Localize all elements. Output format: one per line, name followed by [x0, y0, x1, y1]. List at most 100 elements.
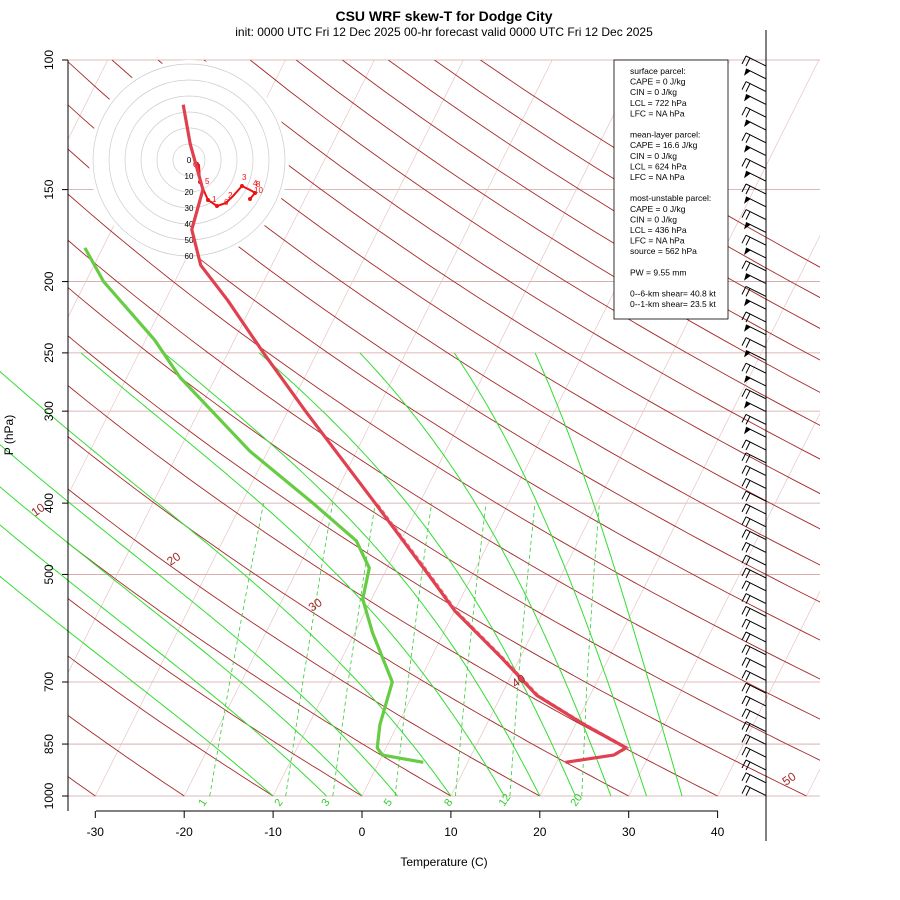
wind-barb-feather — [741, 708, 747, 718]
isotherm-line — [450, 60, 820, 797]
chart-title: CSU WRF skew-T for Dodge City — [335, 8, 552, 24]
wind-barb-feather — [741, 234, 747, 244]
wind-barb-feather — [745, 313, 751, 323]
hodograph-point — [240, 184, 244, 188]
wind-barb — [745, 695, 767, 707]
wind-barb-feather — [741, 286, 747, 295]
wind-barb-feather — [741, 593, 747, 602]
mixing-ratio-labels: 1 2 3 5 8 12 20 — [196, 792, 585, 809]
temperature-tick-label: -10 — [264, 825, 282, 839]
parcel-info-line: mean-layer parcel: — [630, 130, 700, 140]
isotherm-line — [539, 234, 820, 797]
wind-barb-feather — [745, 761, 751, 771]
wind-barb-pennant — [744, 222, 751, 230]
dry-adiabat-line — [68, 598, 363, 797]
hodograph-height-label: 1 — [212, 195, 217, 204]
wind-barb — [745, 618, 767, 630]
wind-barb — [745, 157, 767, 169]
mixing-ratio-label: 8 — [442, 797, 455, 809]
wind-barb-feather — [741, 158, 747, 167]
wind-barb — [745, 644, 767, 656]
wind-barb-feather — [741, 529, 747, 538]
wind-barb-pennant — [744, 120, 751, 127]
mixing-ratio-line — [581, 503, 600, 797]
wind-barb-pennant — [744, 248, 751, 255]
hodograph-ring — [140, 111, 238, 209]
chart-subtitle: init: 0000 UTC Fri 12 Dec 2025 00-hr for… — [235, 25, 653, 39]
hodograph-ring-label: 20 — [185, 188, 194, 197]
wind-barb-feather — [741, 337, 747, 346]
wind-barb-feather — [745, 620, 751, 630]
y-axis-label: P (hPa) — [2, 415, 16, 455]
parcel-info-line: most-unstable parcel: — [630, 193, 711, 203]
dry-adiabat-line — [203, 60, 820, 460]
wind-barb-feather — [741, 542, 747, 551]
wind-barb — [745, 593, 767, 605]
wind-barb-feather — [741, 682, 747, 692]
hodograph-point — [248, 197, 252, 201]
wind-barb-feather — [741, 81, 747, 90]
wind-barb-feather — [741, 490, 747, 500]
hodograph-height-label: 2 — [228, 191, 233, 200]
mixing-ratio-label: 2 — [272, 797, 285, 809]
mixing-ratio-line — [394, 503, 432, 797]
wind-barb-feather — [745, 710, 751, 720]
isotherm-line — [94, 60, 464, 797]
wind-barb-feather — [741, 746, 747, 756]
hodograph-height-label: 8 — [256, 180, 261, 189]
wind-barb-feather — [745, 454, 751, 464]
hodograph-point — [215, 204, 219, 208]
wind-barb — [745, 733, 767, 745]
wind-barb-feather — [741, 516, 747, 526]
wind-barb — [745, 759, 767, 771]
wind-barb-feather — [745, 659, 751, 668]
temperature-tick-label: -20 — [176, 825, 194, 839]
wind-barb — [745, 503, 767, 515]
wind-barb — [745, 772, 767, 784]
wind-barb — [745, 631, 767, 643]
wind-barb-feather — [741, 580, 747, 590]
wind-barb — [745, 541, 767, 553]
dry-adiabat-line — [68, 148, 820, 641]
wind-barb — [745, 477, 767, 489]
moist-adiabat-line — [0, 444, 398, 797]
temperature-tick-label: -30 — [87, 825, 105, 839]
dry-adiabat-line — [68, 61, 820, 566]
dry-adiabat-labels: -1001020304050 — [29, 500, 799, 788]
wind-barb — [745, 580, 767, 592]
hodograph-ring-label: 0 — [187, 156, 192, 165]
wind-barb-feather — [741, 388, 747, 398]
wind-barb — [745, 260, 767, 272]
wind-barb — [745, 516, 767, 528]
wind-barb — [745, 311, 767, 323]
wind-barb — [745, 785, 767, 797]
wind-barb — [745, 452, 767, 464]
wind-barb-feather — [741, 439, 747, 449]
mixing-ratio-line — [285, 503, 333, 797]
wind-barb-pennant — [744, 350, 751, 358]
hodograph-ring — [124, 95, 254, 225]
pressure-tick-label: 150 — [42, 179, 56, 199]
hodograph-point — [206, 198, 210, 202]
hodograph-height-label: 6 — [224, 198, 229, 207]
wind-barb-feather — [741, 567, 747, 577]
wind-barb — [745, 669, 767, 681]
wind-barb-feather — [741, 772, 747, 782]
x-axis-label: Temperature (C) — [400, 855, 487, 869]
moist-adiabat-line — [0, 524, 327, 797]
hodograph-background — [89, 60, 289, 260]
wind-barb-feather — [745, 262, 751, 272]
parcel-info-line: CIN = 0 J/kg — [630, 87, 677, 97]
wind-barb — [745, 465, 767, 477]
wind-barb-feather — [741, 106, 747, 116]
wind-barb — [745, 657, 767, 669]
dry-adiabat-line — [68, 436, 629, 797]
mixing-ratio-line — [509, 503, 536, 797]
isotherm-line — [68, 60, 375, 674]
wind-barb — [745, 132, 767, 144]
wind-barb-feather — [741, 554, 747, 564]
dry-adiabat-line — [249, 60, 820, 426]
wind-barb-pennant — [744, 196, 751, 204]
wind-barb-pennant — [744, 145, 751, 153]
